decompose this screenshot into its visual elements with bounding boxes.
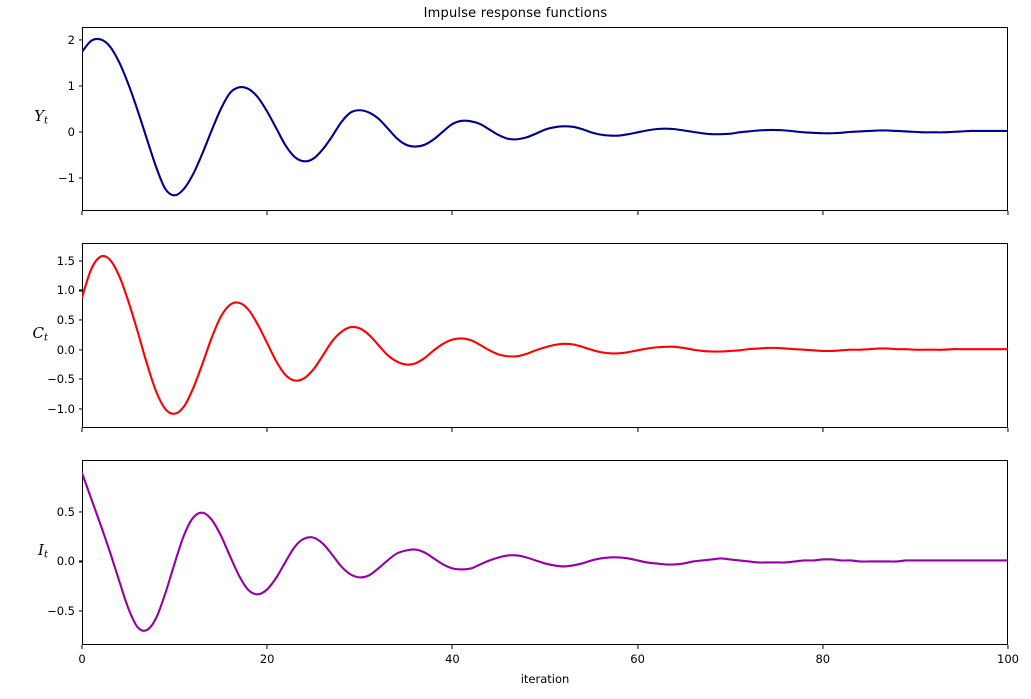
data-line-y [82,37,1008,197]
x-tick-mark [266,211,268,215]
axes-frame [82,460,1008,645]
x-tick-mark [637,645,639,649]
x-tick-mark [822,428,824,432]
y-tick-label: −1.0 [47,402,75,417]
x-tick-mark [637,428,639,432]
y-axis-label: Ct [4,324,48,344]
y-tick-label: −0.5 [47,604,75,619]
x-tick-mark [451,428,453,432]
y-tick-label: 1 [67,78,75,93]
x-tick-label: 100 [997,652,1019,666]
y-axis-label: It [4,541,48,561]
y-axis-label-symbol: I [38,540,44,559]
x-tick-label: 80 [815,652,831,666]
x-tick-mark [81,428,83,432]
data-line-c [82,254,1008,415]
x-tick-mark [637,211,639,215]
chart-panel-y: 2 1 0 −1 Yt [34,27,1009,215]
y-axis-label-symbol: Y [34,107,44,125]
x-tick-mark [266,645,268,649]
y-axis-label: Yt [4,107,48,127]
x-tick-label: 0 [78,652,86,666]
y-tick-mark [78,408,82,410]
x-tick-mark [822,211,824,215]
y-tick-label: −0.5 [47,372,75,387]
y-tick-label: 0.0 [56,554,75,569]
x-axis-label: iteration [520,672,570,686]
x-tick-mark [822,645,824,649]
y-tick-mark [78,260,82,262]
y-tick-mark [78,560,82,562]
y-axis-label-symbol: C [32,323,44,342]
x-tick-mark [451,211,453,215]
y-axis-label-subscript: t [43,332,48,343]
y-tick-mark [78,319,82,321]
x-tick-mark [1007,645,1009,649]
y-tick-mark [78,349,82,351]
chart-title: Impulse response functions [423,6,608,21]
y-axis-label-subscript: t [43,115,48,127]
y-tick-mark [78,378,82,380]
series-plot-area [82,37,1008,197]
axes-frame [82,27,1008,211]
y-tick-mark [78,177,82,179]
axes-frame [82,243,1008,428]
x-tick-label: 60 [630,652,645,666]
y-tick-label: 1.0 [56,283,75,298]
x-tick-mark [81,211,83,215]
x-tick-mark [1007,428,1009,432]
y-tick-label: 0.0 [56,342,75,357]
chart-panel-i: 0.5 0.0 −0.5 0 20 40 60 80 100 It iteration [38,460,1019,686]
y-tick-mark [78,289,82,291]
series-plot-area [82,471,1008,632]
x-tick-mark [81,645,83,649]
data-line-i [82,471,1008,632]
series-plot-area [82,254,1008,415]
y-tick-label: 0.5 [56,504,75,519]
y-tick-mark [78,610,82,612]
y-tick-mark [78,131,82,133]
x-tick-label: 40 [445,652,460,666]
y-axis-label-subscript: t [43,549,48,560]
y-tick-label: 0 [67,124,75,139]
x-tick-mark [451,645,453,649]
y-tick-mark [78,39,82,41]
y-tick-mark [78,85,82,87]
y-tick-mark [78,511,82,513]
y-tick-label: 2 [67,32,75,47]
chart-panel-c: 1.5 1.0 0.5 0.0 −0.5 −1.0 Ct [32,243,1009,432]
x-tick-mark [1007,211,1009,215]
y-tick-label: 0.5 [56,313,75,328]
x-tick-mark [266,428,268,432]
x-tick-label: 20 [259,652,275,666]
y-tick-label: −1 [58,170,75,185]
y-tick-label: 1.5 [56,253,75,268]
